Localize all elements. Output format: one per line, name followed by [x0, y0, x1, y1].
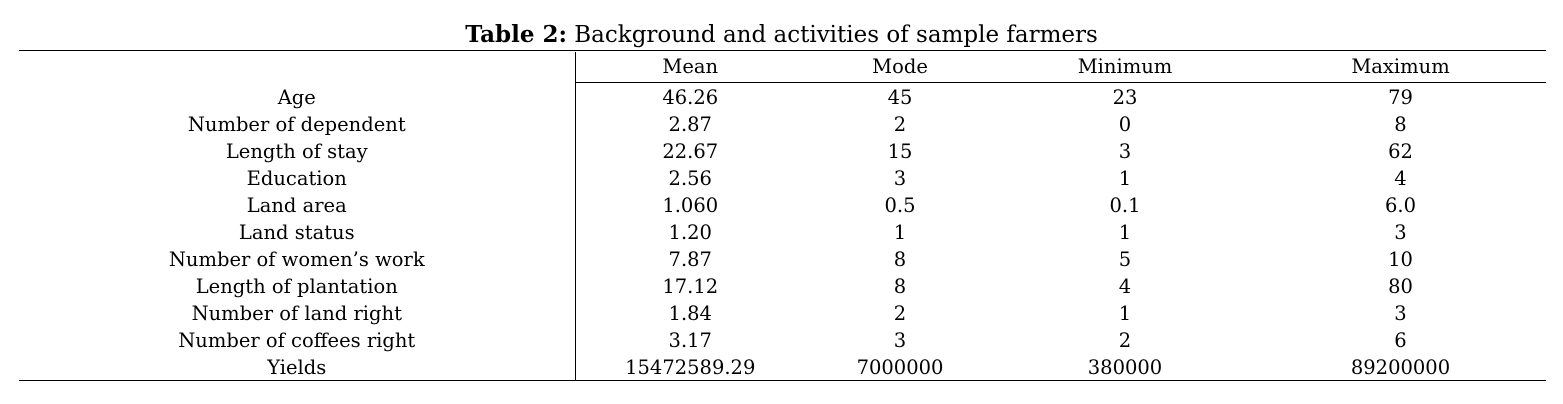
header-rule	[575, 82, 1546, 83]
cell-minimum: 0.1	[1109, 194, 1141, 217]
cell-minimum: 2	[1118, 329, 1132, 352]
cell-mean: 15472589.29	[574, 354, 805, 381]
cell-maximum: 89200000	[1350, 356, 1451, 379]
row-label: Land status	[238, 221, 355, 244]
cell-mode: 45	[887, 86, 913, 109]
cell-minimum: 1	[1118, 221, 1132, 244]
cell-mean: 7.87	[574, 246, 805, 273]
table-row: Education 2.56 3 1 4	[19, 165, 1546, 192]
cell-mode: 8	[893, 248, 907, 271]
table-row: Length of plantation 17.12 8 4 80	[19, 273, 1546, 300]
header-maximum: Maximum	[1351, 55, 1450, 78]
row-label: Land area	[246, 194, 347, 217]
table-row: Number of land right 1.84 2 1 3	[19, 300, 1546, 327]
top-rule	[19, 50, 1546, 51]
cell-mean: 2.87	[574, 111, 805, 138]
cell-mean: 1.20	[574, 219, 805, 246]
cell-maximum: 8	[1394, 113, 1407, 136]
cell-mode: 15	[887, 140, 913, 163]
table-row: Number of coffees right 3.17 3 2 6	[19, 327, 1546, 354]
cell-minimum: 23	[1112, 86, 1138, 109]
cell-minimum: 0	[1118, 113, 1132, 136]
cell-mode: 2	[893, 302, 907, 325]
table-header-row: Mean Mode Minimum Maximum	[19, 52, 1546, 82]
header-mean: Mean	[574, 52, 805, 82]
row-label: Age	[277, 86, 316, 109]
table-row: Number of women’s work 7.87 8 5 10	[19, 246, 1546, 273]
row-label: Length of stay	[225, 140, 368, 163]
cell-maximum: 4	[1394, 167, 1407, 190]
cell-minimum: 5	[1118, 248, 1132, 271]
row-label: Number of coffees right	[178, 329, 416, 352]
table-row: Age 46.26 45 23 79	[19, 82, 1546, 111]
cell-mode: 0.5	[884, 194, 916, 217]
row-label: Number of land right	[191, 302, 402, 325]
table-row: Yields 15472589.29 7000000 380000 892000…	[19, 354, 1546, 381]
caption-text: Background and activities of sample farm…	[574, 22, 1098, 48]
header-label-column	[19, 52, 575, 82]
caption-label: Table 2:	[465, 21, 567, 48]
cell-mode: 3	[893, 167, 907, 190]
cell-maximum: 10	[1388, 248, 1413, 271]
cell-minimum: 380000	[1087, 356, 1163, 379]
cell-mean: 3.17	[574, 327, 805, 354]
cell-minimum: 1	[1118, 167, 1132, 190]
cell-maximum: 6.0	[1384, 194, 1416, 217]
cell-mean: 46.26	[574, 82, 805, 111]
cell-mode: 2	[893, 113, 907, 136]
cell-maximum: 80	[1388, 275, 1413, 298]
table-row: Land area 1.060 0.5 0.1 6.0	[19, 192, 1546, 219]
farmers-stats-table: Mean Mode Minimum Maximum Age 46.26 45 2…	[19, 52, 1546, 381]
table-caption: Table 2: Background and activities of sa…	[0, 20, 1563, 50]
cell-mean: 17.12	[574, 273, 805, 300]
cell-mean: 1.84	[574, 300, 805, 327]
cell-maximum: 79	[1388, 86, 1413, 109]
cell-minimum: 3	[1118, 140, 1132, 163]
cell-mode: 1	[893, 221, 907, 244]
bottom-rule	[19, 380, 1546, 381]
cell-mode: 3	[893, 329, 907, 352]
row-label: Education	[246, 167, 347, 190]
cell-maximum: 3	[1394, 302, 1407, 325]
cell-mean: 1.060	[574, 192, 805, 219]
table-row: Land status 1.20 1 1 3	[19, 219, 1546, 246]
header-minimum: Minimum	[1077, 55, 1173, 78]
cell-maximum: 3	[1394, 221, 1407, 244]
table-row: Length of stay 22.67 15 3 62	[19, 138, 1546, 165]
cell-maximum: 62	[1388, 140, 1413, 163]
cell-mode: 8	[893, 275, 907, 298]
header-mode: Mode	[872, 55, 928, 78]
row-label: Yields	[267, 356, 327, 379]
cell-minimum: 1	[1118, 302, 1132, 325]
cell-mean: 22.67	[574, 138, 805, 165]
row-label: Length of plantation	[195, 275, 398, 298]
row-label: Number of dependent	[187, 113, 406, 136]
cell-maximum: 6	[1394, 329, 1407, 352]
cell-mode: 7000000	[856, 356, 944, 379]
table-row: Number of dependent 2.87 2 0 8	[19, 111, 1546, 138]
cell-mean: 2.56	[574, 165, 805, 192]
row-label: Number of women’s work	[168, 248, 425, 271]
cell-minimum: 4	[1118, 275, 1132, 298]
